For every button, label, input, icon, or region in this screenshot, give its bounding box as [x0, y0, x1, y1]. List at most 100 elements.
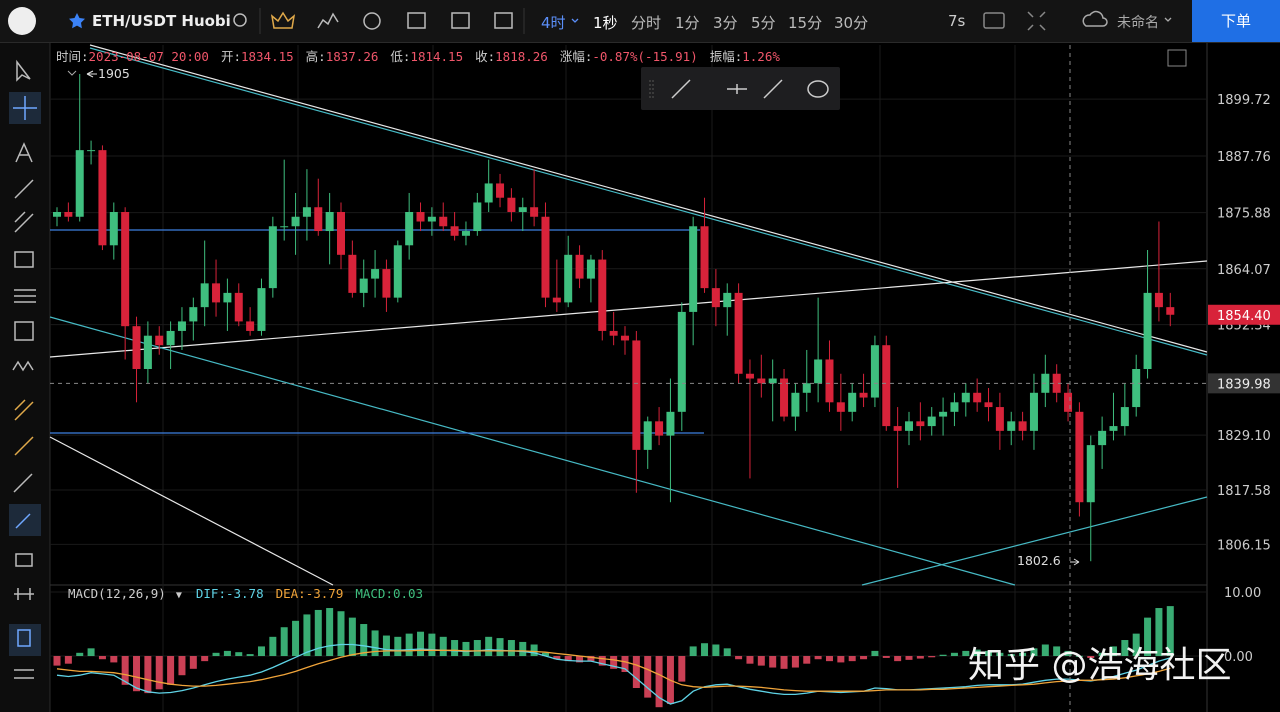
calendar-tool[interactable]	[14, 669, 34, 679]
dropdown[interactable]: ▼	[175, 590, 182, 601]
info-label: 收:	[475, 49, 496, 64]
settings-icon[interactable]	[363, 12, 381, 30]
interval[interactable]: 1秒	[593, 14, 618, 32]
candle-body	[939, 411, 948, 417]
macd-bar	[814, 656, 822, 660]
macd-bar	[1041, 644, 1049, 657]
macd-bar	[928, 656, 936, 658]
chart-icon[interactable]	[407, 12, 426, 29]
candle-body	[1007, 421, 1016, 431]
pen-tool[interactable]	[15, 513, 31, 529]
lock-tool[interactable]	[15, 553, 33, 567]
candle-body	[916, 421, 925, 427]
tool-icons[interactable]	[671, 79, 829, 99]
layout-name[interactable]: 未命名	[1117, 15, 1159, 31]
macd-bar	[337, 611, 345, 657]
template-icon[interactable]	[451, 12, 470, 29]
candle-body	[166, 330, 175, 346]
fullscreen-icon[interactable]	[1167, 49, 1187, 67]
candle-body	[745, 373, 754, 379]
macd-bar	[519, 641, 527, 657]
interval[interactable]: 1分	[675, 14, 700, 32]
candle-body	[359, 278, 368, 293]
info-value: 2023-08-07 20:00	[88, 49, 209, 64]
candle-body	[177, 321, 186, 331]
macd-bar	[178, 656, 186, 676]
trendline	[49, 316, 1016, 586]
interval[interactable]: 15分	[788, 14, 823, 32]
macd-bar	[882, 656, 890, 658]
candle-body	[257, 288, 266, 331]
interval[interactable]: 5分	[751, 14, 776, 32]
handle[interactable]	[649, 80, 654, 98]
dea-line	[56, 649, 1171, 692]
top-toolbar: ETH/USDT Huobi 7s 未命名 下单 4时 1秒 分时 1分 3分 5分 15分…	[0, 0, 1280, 43]
info-label: 涨幅:	[559, 49, 593, 64]
measure-tool[interactable]	[14, 321, 34, 341]
candle-body	[530, 207, 539, 217]
y-tick-label: 1875.88	[1217, 207, 1271, 222]
macd-bar	[371, 630, 379, 657]
candle-body	[291, 216, 300, 227]
macd-bar	[439, 636, 447, 657]
macd-bar	[1166, 606, 1174, 657]
fullscreen-icon[interactable]	[1027, 11, 1046, 31]
candle-body	[655, 421, 664, 436]
candle-body	[609, 330, 618, 336]
macd-bar	[417, 631, 425, 657]
chevron[interactable]	[571, 18, 579, 23]
interval[interactable]: 30分	[834, 14, 869, 32]
line-tool[interactable]	[14, 179, 34, 199]
candle-body	[677, 311, 686, 412]
left-tools[interactable]	[9, 59, 41, 679]
indicator-icon[interactable]	[317, 12, 339, 29]
candle-body	[711, 288, 720, 308]
fib-tool[interactable]	[14, 289, 36, 303]
crosshair-tool[interactable]	[13, 96, 37, 120]
indicator-tool[interactable]	[14, 588, 34, 600]
interval[interactable]: 4时	[541, 14, 566, 32]
macd-bar	[655, 656, 663, 708]
candle-body	[371, 269, 380, 279]
candle-body	[143, 335, 152, 369]
brush-tool[interactable]	[14, 399, 34, 421]
search-icon[interactable]	[233, 13, 247, 27]
bookmark-tool[interactable]	[17, 629, 31, 647]
candle-body	[995, 407, 1004, 431]
candle-body	[337, 211, 345, 255]
layout-icon[interactable]	[494, 12, 513, 29]
pattern-tool[interactable]	[12, 360, 34, 372]
crosshair-label: 1839.98	[1217, 377, 1271, 392]
vip-icon[interactable]	[270, 11, 296, 29]
candle-body	[950, 402, 959, 412]
interval[interactable]: 分时	[631, 14, 662, 32]
highlight-tool[interactable]	[14, 436, 34, 456]
ruler-tool[interactable]	[13, 473, 33, 493]
text-tool[interactable]	[15, 142, 33, 163]
trendline	[89, 47, 1208, 356]
macd-bar	[246, 654, 254, 657]
ohlc-info: 时间:2023-08-07 20:00 开:1834.15 高:1837.26 低:1…	[56, 46, 792, 65]
chevron[interactable]	[1164, 17, 1172, 22]
macd-bar	[1155, 608, 1163, 657]
candle-body	[973, 392, 982, 403]
active-tool[interactable]	[9, 624, 41, 656]
macd-bar	[1144, 617, 1152, 657]
candle-body	[632, 340, 641, 450]
camera-icon[interactable]	[983, 12, 1005, 29]
avatar[interactable]	[8, 7, 36, 35]
order-button[interactable]: 下单	[1192, 0, 1280, 42]
channel-tool[interactable]	[14, 211, 34, 233]
macd-bar	[223, 650, 231, 657]
cloud-icon[interactable]	[1082, 10, 1108, 27]
shape-tool[interactable]	[14, 251, 34, 268]
macd-bar	[962, 650, 970, 657]
star[interactable]	[69, 13, 85, 29]
candle-body	[246, 321, 255, 331]
collapse-icon[interactable]	[67, 70, 77, 76]
macd-bar	[905, 656, 913, 660]
symbol[interactable]: ETH/USDT Huobi	[92, 12, 231, 30]
cursor-tool[interactable]	[16, 59, 31, 82]
interval[interactable]: 3分	[713, 14, 738, 32]
